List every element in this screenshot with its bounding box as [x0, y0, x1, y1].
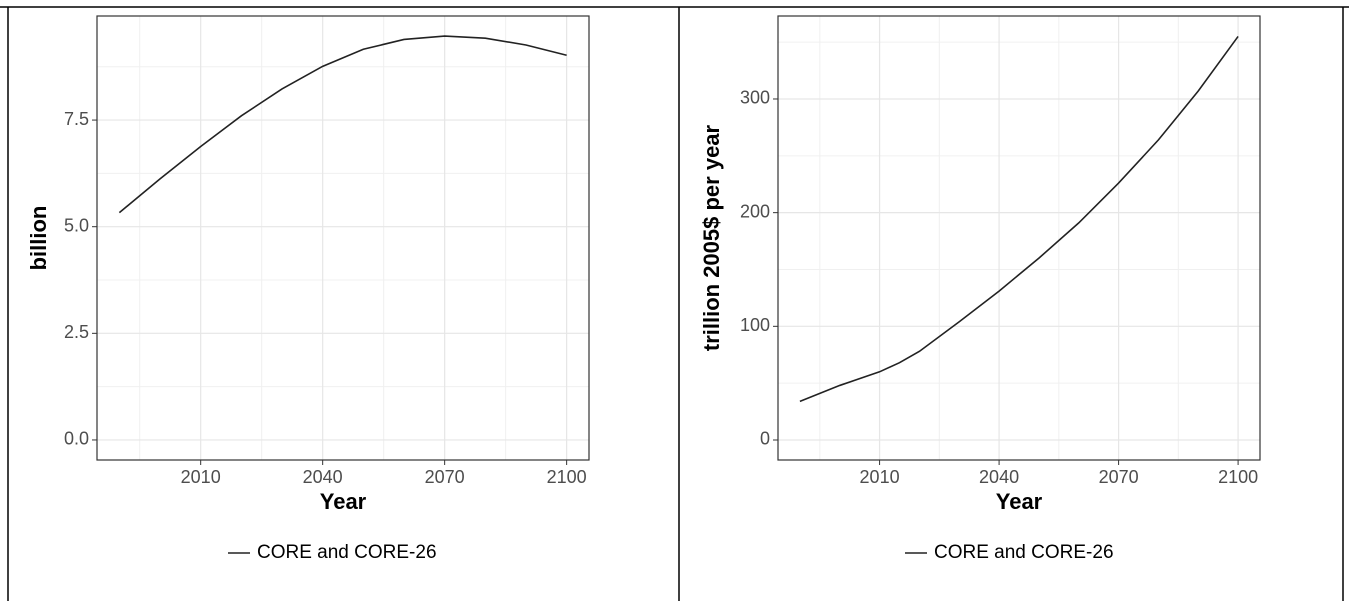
x-tick-label: 2070	[425, 467, 465, 487]
chart: 2010 2040 2070 2100 0 100 200 300 Year trillion 2…	[699, 15, 1261, 563]
legend-label: CORE and CORE-26	[934, 542, 1114, 563]
y-tick-label: 5.0	[64, 215, 89, 235]
y-tick-label: 2.5	[64, 322, 89, 342]
x-axis-title: Year	[320, 489, 367, 514]
y-axis-title: billion	[26, 206, 51, 271]
chart: 2010 2040 2070 2100 0.0 2.5 5.0 7.5 Year billion C…	[26, 15, 590, 563]
panel-border	[777, 15, 1261, 461]
y-tick-label: 100	[740, 315, 770, 335]
frame	[0, 6, 1349, 601]
x-tick-label: 2100	[547, 467, 587, 487]
plot-panel	[97, 16, 589, 460]
x-tick-label: 2100	[1218, 467, 1258, 487]
panel-border	[96, 15, 590, 461]
y-tick-label: 200	[740, 201, 770, 221]
x-tick-label: 2040	[303, 467, 343, 487]
x-tick-label: 2010	[181, 467, 221, 487]
y-axis-title: trillion 2005$ per year	[699, 124, 724, 351]
x-tick-label: 2070	[1099, 467, 1139, 487]
x-tick-label: 2040	[979, 467, 1019, 487]
y-tick-label: 7.5	[64, 109, 89, 129]
legend-label: CORE and CORE-26	[257, 542, 437, 563]
y-tick-label: 0	[760, 429, 770, 449]
data-line	[118, 35, 567, 214]
y-tick-label: 300	[740, 88, 770, 108]
plot-panel	[778, 16, 1260, 460]
data-line	[799, 35, 1239, 403]
y-tick-label: 0.0	[64, 429, 89, 449]
x-tick-label: 2010	[860, 467, 900, 487]
x-axis-title: Year	[996, 489, 1043, 514]
